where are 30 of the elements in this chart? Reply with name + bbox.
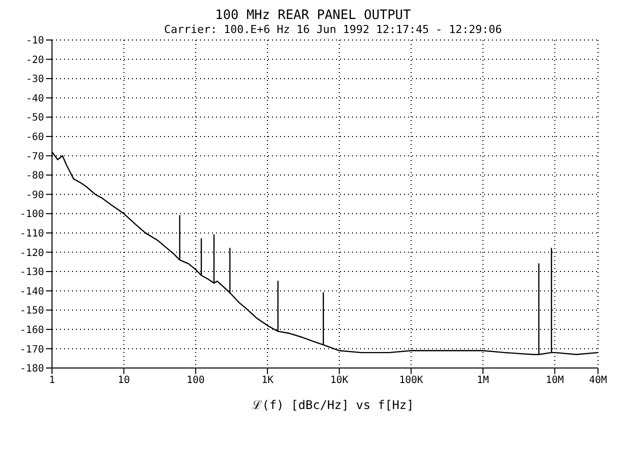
y-tick-label: -10 xyxy=(26,36,44,47)
y-tick-label: -150 xyxy=(20,306,44,317)
chart-subtitle: Carrier: 100.E+6 Hz 16 Jun 1992 12:17:45 - 12:29:06 xyxy=(163,23,503,36)
y-tick-label: -100 xyxy=(20,209,44,220)
y-tick-label: -60 xyxy=(26,132,44,144)
x-tick-label: 1M xyxy=(476,375,489,386)
x-tick-label: 10 xyxy=(118,375,130,386)
chart-title: 100 MHz REAR PANEL OUTPUT xyxy=(214,8,412,23)
x-tick-label: 10M xyxy=(546,375,564,386)
y-tick-label: -90 xyxy=(26,190,44,201)
y-tick-label: -50 xyxy=(26,112,44,124)
y-tick-label: -170 xyxy=(20,344,44,356)
x-tick-label: 100 xyxy=(186,375,205,386)
y-tick-label: -110 xyxy=(20,228,44,240)
x-tick-label: 1 xyxy=(48,375,56,386)
x-tick-label: 10K xyxy=(330,375,348,386)
x-tick-label: 1K xyxy=(261,375,274,386)
y-tick-label: -40 xyxy=(26,93,44,104)
y-tick-label: -180 xyxy=(20,364,44,375)
x-tick-label: 100K xyxy=(399,375,424,386)
y-tick-label: -20 xyxy=(26,54,44,66)
y-tick-label: -130 xyxy=(20,267,44,278)
x-axis-title: ℒ(f) [dBc/Hz] vs f[Hz] xyxy=(251,397,415,413)
x-tick-label: 40M xyxy=(588,375,608,386)
y-tick-label: -30 xyxy=(26,74,44,86)
y-tick-label: -120 xyxy=(20,248,44,259)
y-tick-label: -70 xyxy=(26,151,44,162)
y-tick-label: -160 xyxy=(20,324,44,336)
y-tick-label: -140 xyxy=(20,286,44,298)
y-tick-label: -80 xyxy=(26,170,44,182)
